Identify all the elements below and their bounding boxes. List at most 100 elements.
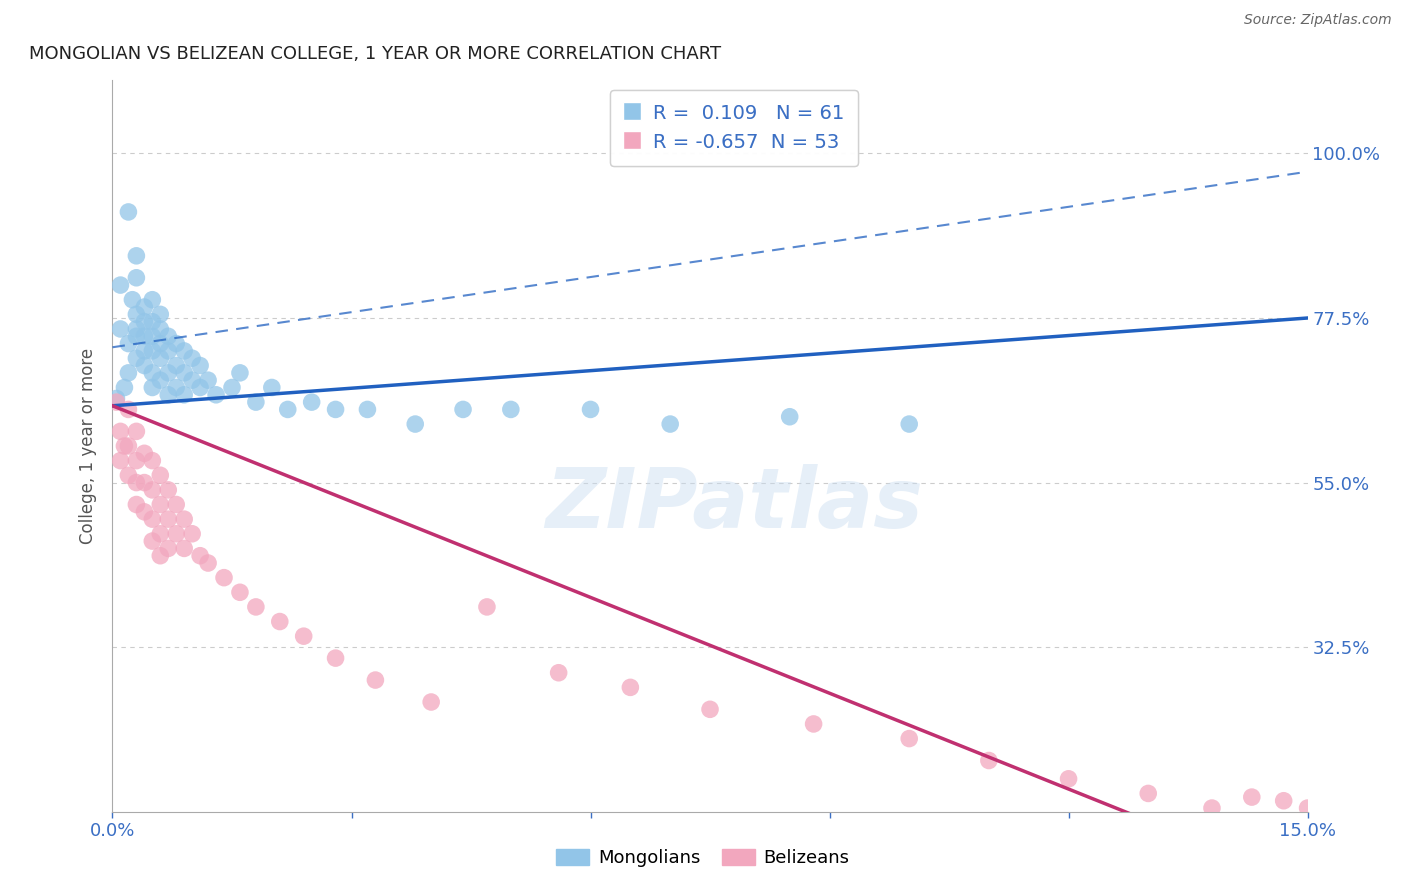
Point <box>245 599 267 614</box>
Point <box>205 388 228 402</box>
Point <box>499 402 522 417</box>
Point <box>475 599 498 614</box>
Point <box>977 754 1000 768</box>
Point <box>134 505 156 519</box>
Text: MONGOLIAN VS BELIZEAN COLLEGE, 1 YEAR OR MORE CORRELATION CHART: MONGOLIAN VS BELIZEAN COLLEGE, 1 YEAR OR… <box>28 45 721 63</box>
Point <box>141 329 163 343</box>
Y-axis label: College, 1 year or more: College, 1 year or more <box>79 348 97 544</box>
Point <box>157 541 180 556</box>
Point <box>141 483 163 497</box>
Point <box>173 343 195 358</box>
Point <box>779 409 801 424</box>
Point <box>125 249 148 263</box>
Point <box>181 351 204 366</box>
Point <box>212 571 235 585</box>
Point <box>114 380 135 394</box>
Point <box>125 475 148 490</box>
Point <box>1137 787 1160 801</box>
Point <box>197 556 219 570</box>
Point <box>165 380 187 394</box>
Point <box>188 380 211 394</box>
Point <box>114 439 135 453</box>
Point <box>141 380 163 394</box>
Point <box>277 402 299 417</box>
Point <box>141 366 163 380</box>
Point <box>188 549 211 563</box>
Text: ZIPatlas: ZIPatlas <box>546 464 922 545</box>
Point <box>134 359 156 373</box>
Point <box>1272 794 1295 808</box>
Point <box>125 307 148 321</box>
Point <box>173 388 195 402</box>
Point <box>117 439 139 453</box>
Point <box>325 651 347 665</box>
Point <box>269 615 291 629</box>
Point <box>173 366 195 380</box>
Point <box>420 695 443 709</box>
Point <box>149 351 172 366</box>
Point <box>125 270 148 285</box>
Point <box>157 366 180 380</box>
Point <box>1296 801 1319 815</box>
Point <box>1201 801 1223 815</box>
Point <box>110 322 132 336</box>
Point <box>117 205 139 219</box>
Point <box>110 425 132 439</box>
Point <box>134 446 156 460</box>
Point <box>134 315 156 329</box>
Point <box>157 512 180 526</box>
Point <box>149 373 172 387</box>
Point <box>157 329 180 343</box>
Point <box>173 541 195 556</box>
Point <box>125 351 148 366</box>
Point <box>157 483 180 497</box>
Point <box>245 395 267 409</box>
Point <box>229 366 252 380</box>
Point <box>699 702 721 716</box>
Point <box>356 402 378 417</box>
Point <box>364 673 387 687</box>
Point <box>188 359 211 373</box>
Point <box>134 329 156 343</box>
Point <box>619 681 641 695</box>
Point <box>125 322 148 336</box>
Point <box>149 322 172 336</box>
Point <box>149 526 172 541</box>
Legend: Mongolians, Belizeans: Mongolians, Belizeans <box>550 841 856 874</box>
Point <box>110 453 132 467</box>
Point <box>173 512 195 526</box>
Point <box>141 512 163 526</box>
Point <box>898 731 921 746</box>
Point <box>141 315 163 329</box>
Point <box>547 665 569 680</box>
Point <box>659 417 682 431</box>
Point <box>149 498 172 512</box>
Point <box>803 717 825 731</box>
Point <box>1057 772 1080 786</box>
Point <box>181 373 204 387</box>
Point <box>325 402 347 417</box>
Point <box>105 395 128 409</box>
Point <box>117 468 139 483</box>
Point <box>134 343 156 358</box>
Point <box>149 336 172 351</box>
Point <box>141 534 163 549</box>
Point <box>181 526 204 541</box>
Point <box>121 293 143 307</box>
Point <box>404 417 426 431</box>
Point <box>149 307 172 321</box>
Point <box>260 380 283 394</box>
Legend: R =  0.109   N = 61, R = -0.657  N = 53: R = 0.109 N = 61, R = -0.657 N = 53 <box>610 90 858 166</box>
Point <box>141 293 163 307</box>
Point <box>301 395 323 409</box>
Point <box>165 336 187 351</box>
Point <box>149 468 172 483</box>
Point <box>157 343 180 358</box>
Point <box>221 380 243 394</box>
Point <box>125 329 148 343</box>
Point <box>117 366 139 380</box>
Point <box>229 585 252 599</box>
Point <box>165 359 187 373</box>
Point <box>149 549 172 563</box>
Point <box>141 343 163 358</box>
